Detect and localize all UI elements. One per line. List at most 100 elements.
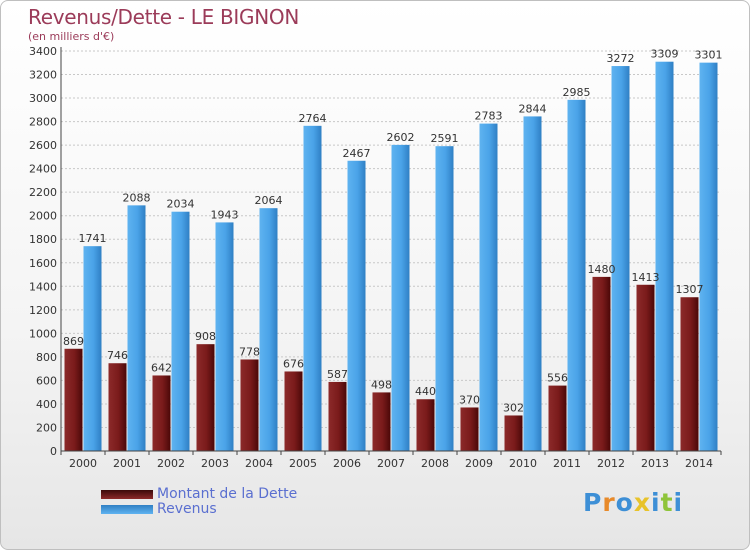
x-tick-label: 2009 [465, 457, 493, 470]
y-tick-label: 600 [36, 374, 57, 387]
data-label: 778 [239, 345, 260, 358]
data-label: 3272 [607, 52, 635, 65]
data-label: 1480 [588, 263, 616, 276]
y-tick-label: 1200 [29, 304, 57, 317]
data-label: 869 [63, 335, 84, 348]
data-label: 1413 [632, 271, 660, 284]
x-tick-label: 2010 [509, 457, 537, 470]
data-label: 2602 [387, 131, 415, 144]
data-label: 746 [107, 349, 128, 362]
x-tick-label: 2011 [553, 457, 581, 470]
bar-dette [680, 297, 699, 451]
y-tick-label: 2600 [29, 139, 57, 152]
y-tick-label: 1600 [29, 257, 57, 270]
legend-swatch-revenus [101, 505, 153, 514]
data-label: 587 [327, 368, 348, 381]
bar-revenus [523, 116, 542, 451]
bar-dette [504, 415, 523, 451]
y-tick-label: 200 [36, 421, 57, 434]
bar-revenus [699, 62, 718, 451]
x-tick-label: 2007 [377, 457, 405, 470]
x-tick-label: 2001 [113, 457, 141, 470]
bar-revenus [611, 66, 630, 451]
data-label: 2783 [475, 110, 503, 123]
bar-dette [152, 375, 171, 451]
bar-dette [636, 284, 655, 451]
data-label: 1307 [676, 283, 704, 296]
bar-revenus [391, 144, 410, 451]
x-tick-label: 2006 [333, 457, 361, 470]
y-tick-label: 1800 [29, 233, 57, 246]
legend-label-revenus: Revenus [157, 501, 217, 517]
data-label: 908 [195, 330, 216, 343]
bar-revenus [347, 160, 366, 451]
bar-revenus [171, 211, 190, 451]
data-label: 2591 [431, 132, 459, 145]
data-label: 1741 [79, 232, 107, 245]
bar-revenus [479, 123, 498, 452]
logo-letter: x [633, 488, 651, 517]
data-label: 302 [503, 401, 524, 414]
x-tick-label: 2000 [69, 457, 97, 470]
data-label: 2467 [343, 147, 371, 160]
data-label: 2088 [123, 191, 151, 204]
bar-dette [284, 371, 303, 451]
bar-dette [108, 363, 127, 451]
data-label: 2844 [519, 102, 547, 115]
y-tick-label: 2800 [29, 116, 57, 129]
y-tick-label: 400 [36, 398, 57, 411]
x-tick-label: 2002 [157, 457, 185, 470]
bar-revenus [83, 246, 102, 451]
bar-dette [64, 348, 83, 451]
bar-dette [240, 359, 259, 451]
data-label: 2764 [299, 112, 327, 125]
bar-dette [548, 385, 567, 451]
bar-revenus [435, 146, 454, 452]
data-label: 498 [371, 378, 392, 391]
chart-subtitle: (en milliers d'€) [28, 30, 115, 43]
x-tick-label: 2008 [421, 457, 449, 470]
y-tick-label: 3200 [29, 69, 57, 82]
x-tick-label: 2003 [201, 457, 229, 470]
y-tick-label: 2400 [29, 163, 57, 176]
bar-dette [460, 407, 479, 451]
bar-dette [372, 392, 391, 451]
logo-letter: t [660, 488, 674, 517]
x-tick-label: 2013 [641, 457, 669, 470]
logo-letter: P [583, 488, 603, 517]
logo-letter: o [615, 488, 634, 517]
data-label: 2064 [255, 194, 283, 207]
legend-swatch-debt [101, 490, 153, 499]
y-tick-label: 800 [36, 351, 57, 364]
y-tick-label: 3400 [29, 45, 57, 58]
y-tick-label: 3000 [29, 92, 57, 105]
data-label: 1943 [211, 208, 239, 221]
logo-letter: r [602, 488, 616, 517]
y-tick-label: 1000 [29, 327, 57, 340]
legend-label-debt: Montant de la Dette [157, 486, 298, 502]
bar-revenus [127, 205, 146, 451]
y-tick-label: 2200 [29, 186, 57, 199]
bar-dette [592, 276, 611, 451]
data-label: 676 [283, 357, 304, 370]
data-label: 3301 [695, 49, 723, 62]
x-tick-label: 2014 [685, 457, 713, 470]
data-label: 440 [415, 385, 436, 398]
data-label: 642 [151, 361, 172, 374]
x-tick-label: 2012 [597, 457, 625, 470]
bar-dette [196, 344, 215, 451]
bar-revenus [303, 125, 322, 451]
data-label: 2985 [563, 86, 591, 99]
x-tick-label: 2005 [289, 457, 317, 470]
data-label: 370 [459, 393, 480, 406]
y-tick-label: 0 [50, 445, 57, 458]
bar-dette [416, 399, 435, 451]
bar-revenus [655, 61, 674, 452]
x-tick-label: 2004 [245, 457, 273, 470]
chart-title: Revenus/Dette - LE BIGNON [28, 5, 299, 29]
y-tick-label: 2000 [29, 210, 57, 223]
y-tick-label: 1400 [29, 280, 57, 293]
logo-letter: i [651, 488, 661, 517]
